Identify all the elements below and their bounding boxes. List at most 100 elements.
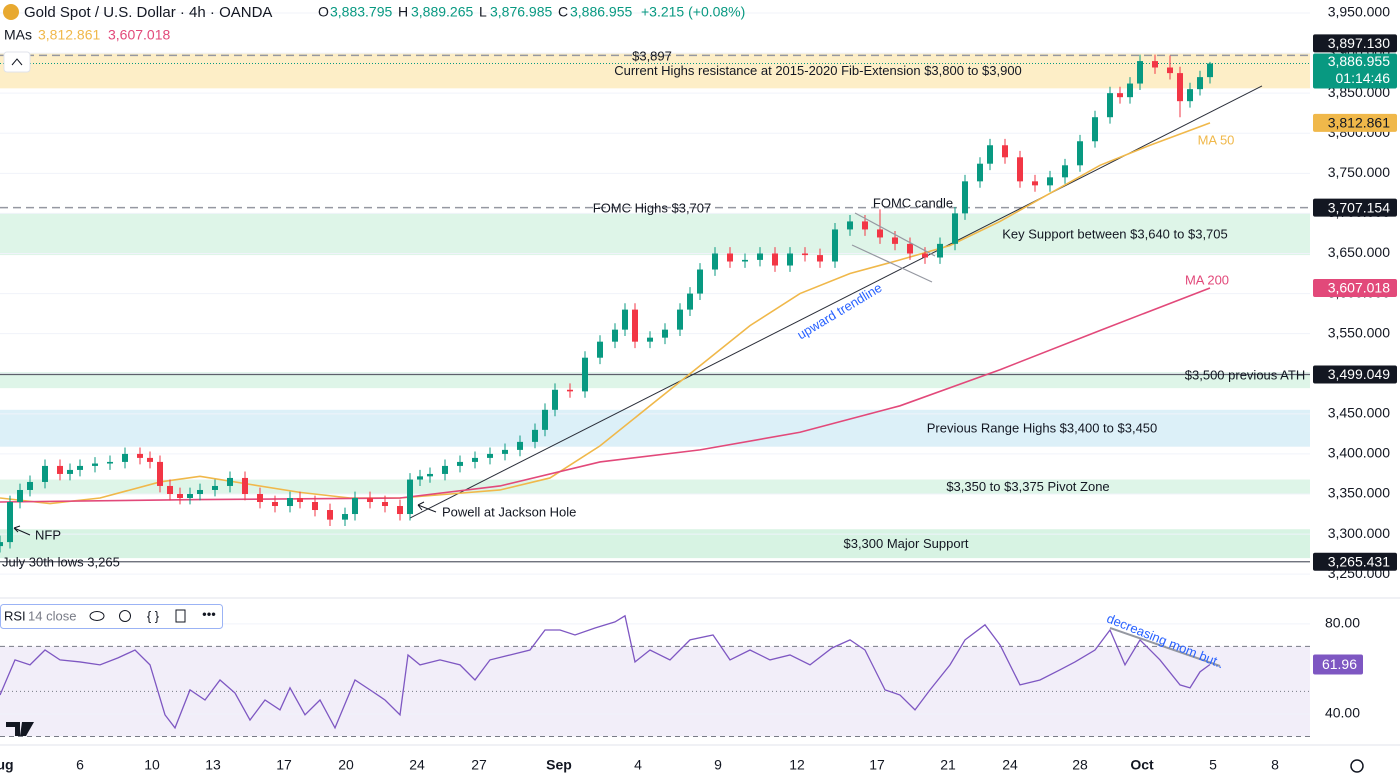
candle-body bbox=[197, 489, 203, 494]
ma-label: MA 50 bbox=[1198, 132, 1235, 147]
y-tick-label: 3,300.000 bbox=[1328, 525, 1390, 541]
eye-icon[interactable] bbox=[89, 611, 105, 621]
x-tick-label: 4 bbox=[634, 757, 642, 773]
ma-tag bbox=[1313, 278, 1397, 297]
rsi-name: RSI bbox=[4, 608, 26, 623]
arrow bbox=[417, 501, 437, 513]
candle-body bbox=[167, 485, 173, 494]
candle-body bbox=[677, 309, 683, 330]
zone bbox=[0, 479, 1310, 494]
candle-body bbox=[757, 253, 763, 260]
annotation: $3,897 bbox=[632, 48, 672, 63]
candle-body bbox=[697, 269, 703, 294]
candle-body bbox=[922, 253, 928, 258]
candle-body bbox=[17, 489, 23, 503]
rsi-tag bbox=[1313, 654, 1363, 675]
x-tick-label: 21 bbox=[940, 757, 956, 773]
candle-body bbox=[397, 506, 403, 515]
more-icon[interactable]: ••• bbox=[202, 606, 216, 621]
symbol-title: Gold Spot / U.S. Dollar · 4h · OANDA bbox=[24, 4, 272, 21]
price-tag bbox=[1313, 365, 1397, 384]
candle-body bbox=[687, 293, 693, 310]
candle-body bbox=[742, 259, 748, 262]
candle-body bbox=[1127, 83, 1133, 98]
collapse-button[interactable] bbox=[3, 51, 31, 73]
candle-body bbox=[1187, 89, 1193, 102]
x-tick-label: 5 bbox=[1209, 757, 1217, 773]
candle-body bbox=[787, 253, 793, 266]
price-tag bbox=[1313, 34, 1397, 53]
candle-body bbox=[937, 243, 943, 258]
rsi-legend-box bbox=[0, 604, 223, 629]
settings-icon[interactable] bbox=[119, 610, 131, 622]
candle-body bbox=[0, 542, 3, 547]
candle-body bbox=[187, 493, 193, 498]
source-icon[interactable]: { } bbox=[147, 608, 160, 623]
candle-body bbox=[472, 457, 478, 462]
candle-body bbox=[1062, 165, 1068, 178]
candle-body bbox=[892, 237, 898, 244]
candle-body bbox=[1107, 93, 1113, 118]
annotation: FOMC candle bbox=[873, 195, 953, 210]
moving-averages bbox=[0, 122, 1211, 505]
ohlc-value: 3,889.265 bbox=[411, 4, 473, 20]
rsi-band bbox=[0, 646, 1310, 737]
candle-body bbox=[157, 461, 163, 486]
candle-body bbox=[987, 145, 993, 164]
arrow bbox=[13, 525, 31, 536]
rsi-pane: decreasing mom but.. bbox=[0, 611, 1310, 737]
candle-body bbox=[1077, 141, 1083, 166]
ma-line bbox=[0, 287, 1211, 503]
x-tick-label: 17 bbox=[869, 757, 885, 773]
candle-body bbox=[502, 449, 508, 454]
candle-body bbox=[772, 253, 778, 266]
candle-body bbox=[367, 497, 373, 503]
candle-body bbox=[92, 463, 98, 466]
zone-label: Current Highs resistance at 2015-2020 Fi… bbox=[614, 63, 1022, 78]
symbol-icon bbox=[3, 4, 19, 20]
ohlc-value: 3,883.795 bbox=[330, 4, 392, 20]
candles bbox=[0, 54, 1213, 553]
x-tick-label: 9 bbox=[714, 757, 722, 773]
collapse-icon bbox=[11, 58, 23, 66]
candle-body bbox=[1117, 93, 1123, 98]
candle-body bbox=[517, 441, 523, 450]
zone-label: Previous Range Highs $3,400 to $3,450 bbox=[927, 421, 1158, 436]
axis-settings[interactable] bbox=[1350, 759, 1364, 773]
candle-body bbox=[832, 229, 838, 262]
candle-body bbox=[952, 213, 958, 244]
candle-body bbox=[442, 465, 448, 474]
candle-body bbox=[597, 341, 603, 358]
annotation: $3,500 previous ATH bbox=[1185, 367, 1305, 382]
price-tag-label: 3,265.431 bbox=[1328, 553, 1390, 569]
candle-body bbox=[327, 510, 333, 520]
candle-body bbox=[42, 465, 48, 482]
ohlc-value: 3,886.955 bbox=[570, 4, 632, 20]
annotation: FOMC Highs $3,707 bbox=[593, 200, 712, 215]
candle-body bbox=[817, 255, 823, 262]
y-tick-label: 3,650.000 bbox=[1328, 244, 1390, 260]
zone bbox=[0, 409, 1310, 447]
x-tick-label: 24 bbox=[409, 757, 425, 773]
x-tick-label: 28 bbox=[1072, 757, 1088, 773]
ma-legend-label: MAs bbox=[4, 27, 32, 43]
candle-body bbox=[212, 485, 218, 490]
candle-body bbox=[227, 477, 233, 486]
candle-body bbox=[552, 389, 558, 410]
candle-body bbox=[342, 514, 348, 520]
candle-body bbox=[1137, 61, 1143, 84]
price-tag-label: 3,897.130 bbox=[1328, 35, 1390, 51]
legend: Gold Spot / U.S. Dollar · 4h · OANDA O 3… bbox=[0, 4, 1364, 773]
annotation: July 30th lows 3,265 bbox=[2, 554, 120, 569]
ma-tag-label: 3,607.018 bbox=[1328, 280, 1390, 296]
candle-body bbox=[352, 497, 358, 515]
y-tick-label: 3,750.000 bbox=[1328, 164, 1390, 180]
ohlc-label: O bbox=[318, 4, 329, 20]
ohlc-label: L bbox=[479, 4, 487, 20]
candle-body bbox=[632, 309, 638, 342]
ma-tag bbox=[1313, 113, 1397, 132]
rsi-tag-label: 61.96 bbox=[1322, 656, 1357, 672]
candle-body bbox=[1207, 63, 1213, 78]
current-price-tag bbox=[1313, 53, 1397, 89]
delete-icon[interactable] bbox=[175, 609, 186, 623]
